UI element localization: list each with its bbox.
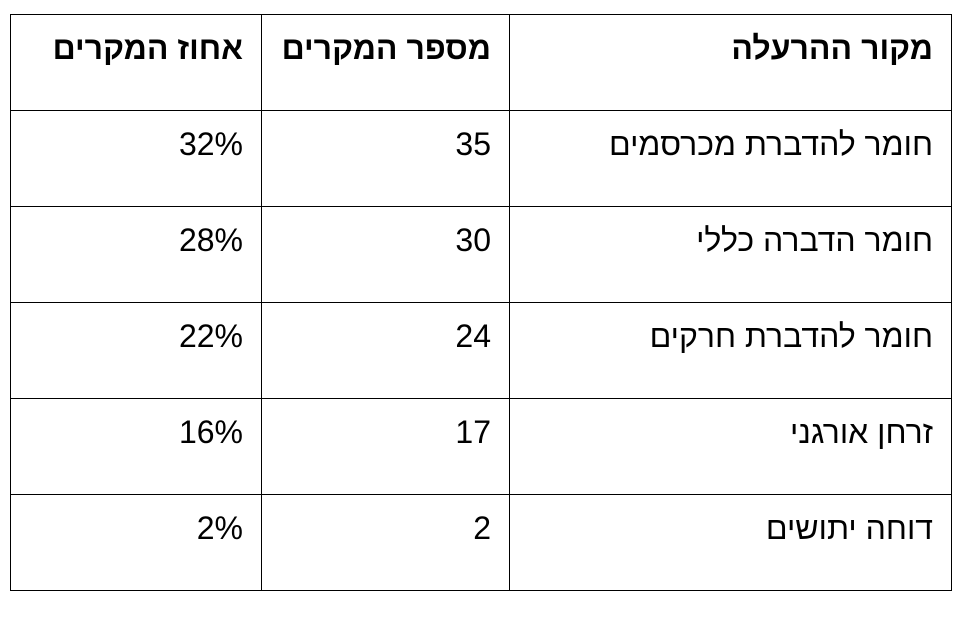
table-cell: 16% [10, 398, 262, 495]
table-cell: 32% [10, 110, 262, 207]
data-table: מקור ההרעלה מספר המקרים אחוז המקרים חומר ל… [10, 14, 952, 591]
table-row: חומר הדברה כללי 30 28% [10, 206, 952, 303]
table-row: זרחן אורגני 17 16% [10, 398, 952, 495]
table-cell: 17 [261, 398, 510, 495]
table-cell: 28% [10, 206, 262, 303]
table-cell: 2 [261, 494, 510, 591]
table-cell: 30 [261, 206, 510, 303]
table-cell: חומר הדברה כללי [509, 206, 952, 303]
table-cell: 24 [261, 302, 510, 399]
table-cell: חומר להדברת חרקים [509, 302, 952, 399]
table-cell: דוחה יתושים [509, 494, 952, 591]
table-cell: 22% [10, 302, 262, 399]
table-row: דוחה יתושים 2 2% [10, 494, 952, 591]
header-cell: מספר המקרים [261, 14, 510, 111]
table-cell: חומר להדברת מכרסמים [509, 110, 952, 207]
table-cell: 2% [10, 494, 262, 591]
page: מקור ההרעלה מספר המקרים אחוז המקרים חומר ל… [10, 14, 952, 591]
table-cell: זרחן אורגני [509, 398, 952, 495]
table-row: חומר להדברת מכרסמים 35 32% [10, 110, 952, 207]
header-cell: אחוז המקרים [10, 14, 262, 111]
table-row: חומר להדברת חרקים 24 22% [10, 302, 952, 399]
header-cell: מקור ההרעלה [509, 14, 952, 111]
table-cell: 35 [261, 110, 510, 207]
header-row: מקור ההרעלה מספר המקרים אחוז המקרים [10, 14, 952, 111]
